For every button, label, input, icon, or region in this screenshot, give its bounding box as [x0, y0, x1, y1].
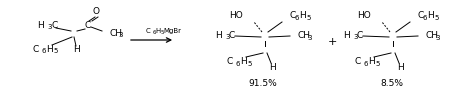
- Text: H: H: [37, 21, 44, 29]
- Text: 91.5%: 91.5%: [249, 79, 277, 89]
- Text: 6: 6: [295, 15, 300, 21]
- Text: C: C: [85, 22, 91, 30]
- Text: 6: 6: [236, 61, 240, 67]
- Text: 6: 6: [42, 48, 46, 54]
- Text: MgBr: MgBr: [164, 28, 182, 34]
- Text: 5: 5: [306, 15, 310, 21]
- Text: 3: 3: [307, 35, 311, 41]
- Text: +: +: [328, 37, 337, 47]
- Text: C: C: [33, 44, 39, 54]
- Text: C: C: [355, 58, 361, 67]
- Text: 3: 3: [225, 34, 229, 40]
- Text: C: C: [227, 58, 233, 67]
- Text: CH: CH: [110, 28, 123, 38]
- Text: H: H: [368, 58, 375, 67]
- Text: H: H: [215, 30, 222, 39]
- Text: 5: 5: [434, 15, 438, 21]
- Text: H: H: [240, 58, 247, 67]
- Text: C: C: [229, 30, 235, 39]
- Text: 3: 3: [353, 34, 357, 40]
- Text: C: C: [418, 12, 424, 21]
- Text: H: H: [398, 63, 404, 72]
- Text: C: C: [51, 21, 57, 29]
- Text: 5: 5: [161, 30, 164, 35]
- Text: 5: 5: [375, 61, 379, 67]
- Text: 5: 5: [53, 48, 57, 54]
- Text: O: O: [92, 8, 100, 17]
- Text: 5: 5: [247, 61, 251, 67]
- Text: C: C: [146, 28, 151, 34]
- Text: CH: CH: [298, 32, 311, 40]
- Text: H: H: [155, 28, 161, 34]
- Text: H: H: [299, 12, 306, 21]
- Text: HO: HO: [229, 11, 243, 19]
- Text: 6: 6: [153, 30, 156, 35]
- Text: H: H: [270, 63, 276, 72]
- Text: 8.5%: 8.5%: [381, 79, 403, 89]
- Text: HO: HO: [357, 11, 371, 19]
- Text: C: C: [357, 30, 363, 39]
- Text: 3: 3: [118, 32, 122, 38]
- Text: H: H: [73, 45, 81, 54]
- Text: 3: 3: [435, 35, 439, 41]
- Text: H: H: [427, 12, 434, 21]
- Text: H: H: [343, 30, 350, 39]
- Text: 6: 6: [423, 15, 428, 21]
- Text: CH: CH: [426, 32, 439, 40]
- Text: 3: 3: [47, 24, 52, 30]
- Text: C: C: [290, 12, 296, 21]
- Text: H: H: [46, 44, 53, 54]
- Text: 6: 6: [364, 61, 368, 67]
